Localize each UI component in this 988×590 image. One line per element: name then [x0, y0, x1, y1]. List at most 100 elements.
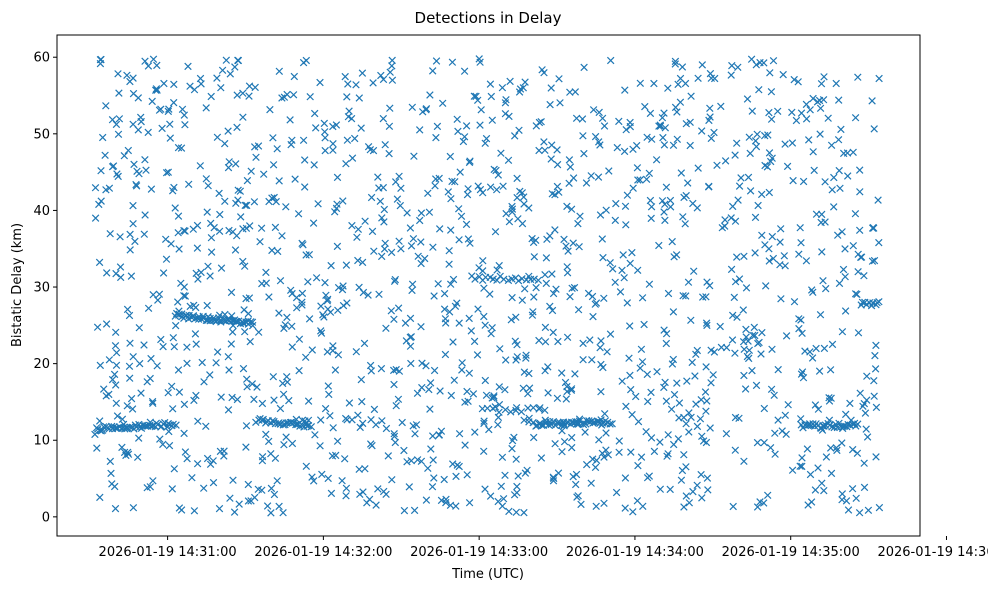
data-point — [353, 233, 361, 242]
data-point — [767, 87, 776, 96]
y-axis-label: Bistatic Delay (km) — [10, 223, 25, 347]
data-point — [108, 480, 116, 488]
data-point — [254, 142, 263, 150]
data-point — [329, 139, 337, 148]
data-point — [752, 381, 761, 390]
data-point — [872, 453, 880, 461]
data-point — [595, 108, 603, 117]
data-point — [410, 152, 418, 160]
data-point — [567, 385, 576, 393]
data-point — [217, 83, 225, 92]
data-point — [348, 221, 356, 230]
data-point — [795, 250, 803, 258]
data-point — [265, 293, 273, 301]
data-point — [588, 292, 597, 301]
data-point — [228, 328, 237, 336]
data-point — [369, 79, 377, 87]
data-point — [687, 316, 695, 325]
data-point — [357, 124, 365, 132]
data-point — [513, 482, 521, 491]
data-point — [415, 126, 424, 134]
data-point — [482, 391, 491, 400]
data-point — [391, 275, 400, 284]
data-point — [732, 139, 741, 147]
data-point — [395, 172, 403, 181]
data-point — [465, 158, 474, 167]
data-point — [364, 291, 372, 299]
data-point — [352, 347, 361, 356]
data-point — [697, 470, 705, 479]
data-point — [465, 314, 473, 323]
data-point — [287, 418, 296, 427]
data-point — [453, 115, 461, 124]
data-point — [400, 446, 408, 455]
data-point — [198, 358, 206, 367]
data-point — [252, 153, 260, 162]
data-point — [324, 474, 332, 483]
data-point — [535, 405, 543, 413]
data-point — [114, 130, 123, 139]
data-point — [587, 479, 595, 487]
data-point — [647, 135, 656, 143]
data-point — [664, 289, 673, 298]
data-point — [506, 77, 514, 86]
data-point — [674, 80, 682, 89]
data-point — [567, 443, 576, 452]
data-point — [475, 55, 483, 63]
data-point — [851, 209, 860, 218]
data-point — [767, 115, 776, 123]
data-point — [704, 486, 712, 494]
data-point — [729, 502, 737, 511]
data-point — [451, 302, 460, 311]
data-point — [144, 128, 152, 137]
data-point — [486, 290, 494, 298]
data-point — [447, 194, 455, 203]
data-point — [846, 399, 854, 408]
data-point — [264, 437, 273, 446]
data-point — [599, 253, 607, 262]
data-point — [111, 341, 120, 350]
data-point — [705, 281, 714, 290]
data-point — [851, 113, 860, 122]
data-point — [352, 81, 360, 89]
data-point — [480, 284, 488, 292]
data-point — [431, 182, 439, 190]
data-point — [196, 74, 205, 83]
data-point — [257, 224, 266, 232]
data-point — [209, 457, 217, 465]
data-point — [225, 226, 233, 235]
data-point — [129, 219, 137, 228]
data-point — [224, 352, 233, 361]
data-point — [702, 438, 711, 447]
data-point — [285, 396, 293, 405]
data-point — [128, 405, 137, 413]
data-point — [497, 482, 506, 491]
data-point — [422, 496, 431, 504]
data-point — [751, 331, 759, 340]
data-point — [669, 355, 678, 364]
data-point — [403, 458, 411, 466]
data-point — [111, 504, 120, 513]
data-point — [510, 491, 519, 499]
data-point — [263, 502, 272, 510]
data-point — [344, 80, 352, 88]
data-point — [112, 361, 121, 370]
data-point — [645, 472, 654, 480]
data-point — [375, 184, 383, 192]
data-point — [797, 109, 806, 117]
data-point — [655, 241, 663, 250]
data-point — [321, 278, 329, 287]
data-point — [872, 341, 880, 350]
data-point — [368, 441, 376, 450]
data-point — [256, 237, 264, 246]
data-point — [477, 106, 485, 114]
data-point — [134, 434, 143, 442]
data-point — [275, 309, 283, 317]
data-point — [216, 210, 224, 219]
data-point — [721, 216, 729, 224]
data-point — [735, 275, 744, 283]
data-point — [323, 297, 332, 305]
data-point — [504, 156, 513, 165]
data-point — [426, 379, 435, 387]
data-point — [203, 208, 211, 216]
